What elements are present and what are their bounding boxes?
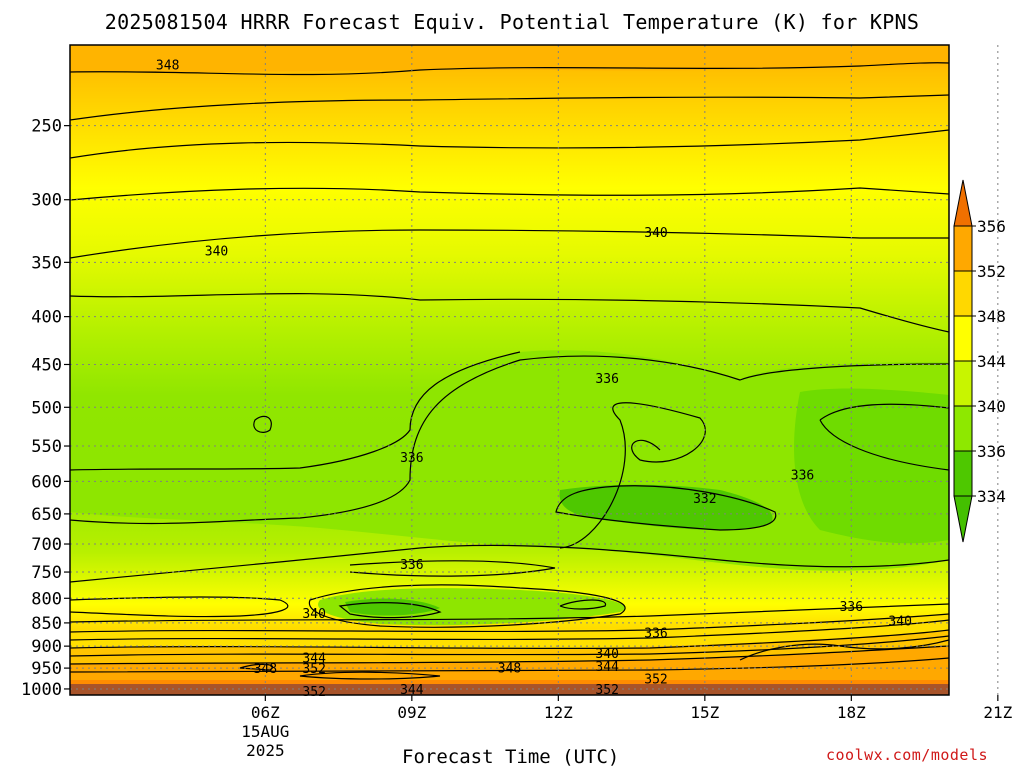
colorbar-segment <box>953 450 973 497</box>
region-348-top <box>70 45 949 73</box>
colorbar-label: 336 <box>977 442 1006 461</box>
contour-label: 344 <box>400 683 424 698</box>
contour-label: 336 <box>400 558 423 573</box>
contour-label: 336 <box>595 372 618 387</box>
colorbar-label: 356 <box>977 217 1006 236</box>
credit-text: coolwx.com/models <box>826 746 989 764</box>
contour-label: 344 <box>595 660 619 675</box>
contour-label: 352 <box>302 685 325 700</box>
contour-label: 340 <box>302 607 325 622</box>
colorbar-label: 334 <box>977 487 1006 506</box>
below-ground <box>70 684 949 695</box>
contour-label: 340 <box>888 615 911 630</box>
contour-label: 332 <box>693 492 716 507</box>
contour-label: 352 <box>302 662 325 677</box>
x-date-label: 2025 <box>246 741 285 760</box>
contour-label: 352 <box>644 673 667 688</box>
region-332-core <box>559 484 773 530</box>
y-tick-label: 650 <box>31 505 62 525</box>
colorbar-label: 352 <box>977 262 1006 281</box>
contour-label: 336 <box>791 469 814 484</box>
y-tick-label: 700 <box>31 535 62 555</box>
x-tick-label: 18Z <box>837 703 866 722</box>
grid-lines <box>70 45 999 695</box>
x-axis-title: Forecast Time (UTC) <box>402 746 620 768</box>
contour-label: 352 <box>595 683 618 698</box>
contour-label: 336 <box>644 626 667 641</box>
colorbar-arrow-top <box>953 179 973 227</box>
x-tick-label: 09Z <box>397 703 426 722</box>
colorbar-segment <box>953 315 973 362</box>
colorbar-segment <box>953 225 973 272</box>
y-tick-label: 300 <box>31 191 62 211</box>
x-tick-label: 12Z <box>544 703 573 722</box>
y-tick-label: 450 <box>31 355 62 375</box>
x-tick-label: 06Z <box>251 703 280 722</box>
colorbar-segment <box>953 405 973 452</box>
colorbar-arrow-bottom <box>953 495 973 543</box>
y-tick-label: 600 <box>31 472 62 492</box>
y-tick-label: 550 <box>31 437 62 457</box>
plot-frame <box>69 44 950 696</box>
contour-label: 340 <box>644 226 667 241</box>
contour-label: 336 <box>400 451 423 466</box>
y-tick-label: 500 <box>31 398 62 418</box>
colorbar-segment <box>953 270 973 317</box>
contour-label: 348 <box>156 58 179 73</box>
region-336-low <box>318 588 626 626</box>
y-tick-label: 800 <box>31 589 62 609</box>
contour-label: 336 <box>840 600 863 615</box>
region-336-east <box>794 388 949 544</box>
colorbar-segment <box>953 360 973 407</box>
y-tick-label: 950 <box>31 659 62 679</box>
y-tick-label: 750 <box>31 563 62 583</box>
contour-label: 348 <box>498 661 521 676</box>
y-tick-label: 400 <box>31 308 62 328</box>
contour-label: 340 <box>595 647 618 662</box>
x-tick-label: 21Z <box>983 703 1012 722</box>
x-tick-label: 15Z <box>690 703 719 722</box>
y-tick-label: 250 <box>31 117 62 137</box>
y-tick-label: 850 <box>31 614 62 634</box>
contour-label: 348 <box>254 662 277 677</box>
chart-title: 2025081504 HRRR Forecast Equiv. Potentia… <box>104 10 920 34</box>
x-date-label: 15AUG <box>241 722 289 741</box>
colorbar-label: 340 <box>977 397 1006 416</box>
colorbar: 334 336 340 344 348 352 356 <box>953 179 1006 543</box>
contour-label: 344 <box>302 651 326 666</box>
y-axis: 250 300 350 400 450 500 550 600 650 700 750 800 850 9… <box>21 117 70 700</box>
contour-lines <box>70 62 949 680</box>
colorbar-label: 344 <box>977 352 1006 371</box>
y-tick-label: 900 <box>31 637 62 657</box>
contour-label: 340 <box>205 245 228 260</box>
y-tick-label: 350 <box>31 253 62 273</box>
y-tick-label: 1000 <box>21 680 62 700</box>
contour-labels: 3483403403363363363323363363403403363403… <box>156 58 912 700</box>
colorbar-label: 348 <box>977 307 1006 326</box>
